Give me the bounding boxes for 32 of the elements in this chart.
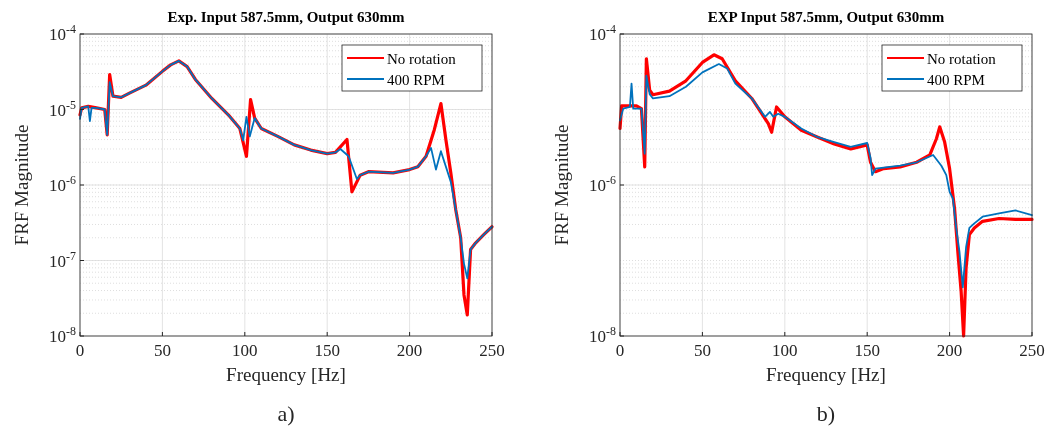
x-tick-label: 100	[232, 341, 258, 360]
y-tick-label: 10$^{-6}$	[589, 173, 617, 195]
x-tick-label: 250	[1019, 341, 1045, 360]
text: a)	[277, 401, 295, 426]
text: b)	[816, 401, 836, 426]
x-tick-label: 250	[479, 341, 505, 360]
legend-label: 400 RPM	[927, 72, 985, 88]
y-tick-label: 10$^{-8}$	[589, 324, 617, 346]
y-axis-title: FRF Magnitude	[11, 124, 32, 246]
x-tick-label: 200	[936, 341, 963, 360]
x-tick-label: 200	[396, 341, 423, 360]
y-tick-label: 10$^{-8}$	[49, 324, 77, 346]
x-tick-label: 100	[772, 341, 798, 360]
x-tick-label: 0	[75, 341, 85, 360]
y-tick-label: 10$^{-4}$	[49, 22, 77, 44]
x-tick-label: 150	[314, 341, 340, 360]
legend-label: No rotation	[387, 51, 457, 67]
x-tick-label: 50	[153, 341, 171, 360]
x-tick-label: 50	[693, 341, 711, 360]
legend-label: No rotation	[927, 51, 997, 67]
x-tick-label: 150	[854, 341, 880, 360]
y-axis-title: FRF Magnitude	[551, 124, 572, 246]
y-tick-label: 10$^{-5}$	[49, 97, 77, 120]
x-axis-title: Frequency [Hz]	[766, 364, 886, 385]
y-tick-label: 10$^{-7}$	[49, 248, 77, 271]
x-axis-title: Frequency [Hz]	[226, 364, 346, 385]
legend-label: 400 RPM	[387, 72, 445, 88]
x-tick-label: 0	[615, 341, 625, 360]
chart-title: EXP Input 587.5mm, Output 630mm	[707, 9, 945, 25]
chart-title: Exp. Input 587.5mm, Output 630mm	[167, 9, 406, 25]
y-tick-label: 10$^{-4}$	[589, 22, 617, 44]
y-tick-label: 10$^{-6}$	[49, 173, 77, 195]
